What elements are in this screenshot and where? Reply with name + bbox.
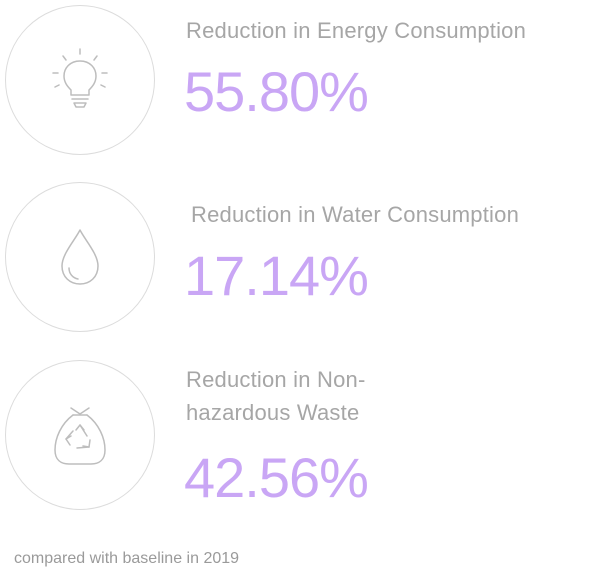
recycle-bag-icon [43,398,117,472]
energy-value: 55.80% [184,60,369,123]
water-value: 17.14% [184,244,369,307]
footnote: compared with baseline in 2019 [14,550,240,567]
waste-label-line1: Reduction in Non- [186,367,366,392]
water-label: Reduction in Water Consumption [191,202,520,227]
lightbulb-icon [45,45,115,115]
waste-value: 42.56% [184,446,369,509]
water-drop-icon [45,222,115,292]
energy-icon-circle [5,5,155,155]
waste-label-line2: hazardous Waste [186,400,360,425]
energy-label: Reduction in Energy Consumption [186,18,527,43]
water-icon-circle [5,182,155,332]
waste-icon-circle [5,360,155,510]
